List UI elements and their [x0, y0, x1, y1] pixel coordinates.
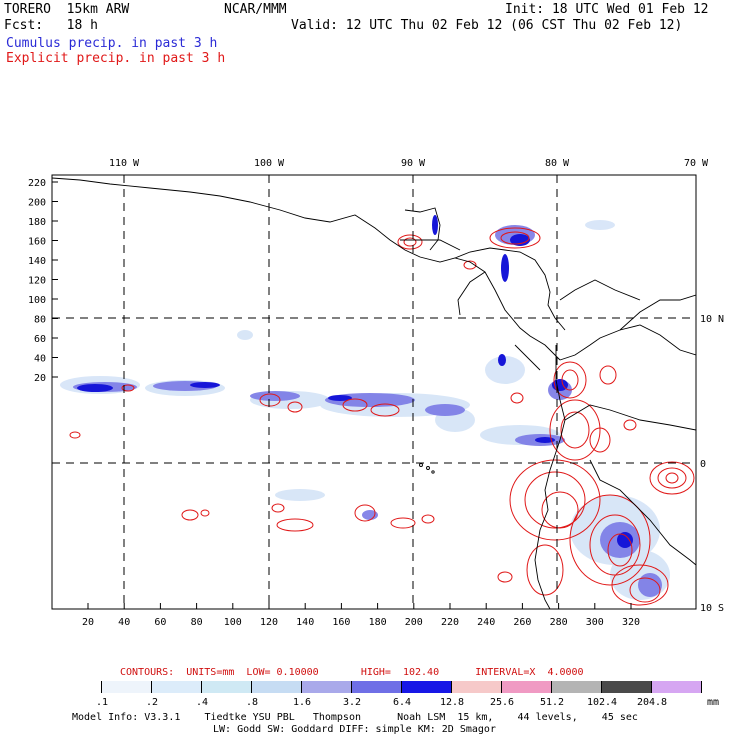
- colorbar-label: 25.6: [489, 697, 515, 708]
- y-axis-label: 40: [34, 354, 46, 365]
- colorbar-cell: [502, 681, 552, 693]
- colorbar-label: .8: [245, 697, 259, 708]
- forecast-hour: Fcst: 18 h: [4, 18, 98, 33]
- cumulus-precip-heavy: [77, 215, 633, 548]
- valid-time: Valid: 12 UTC Thu 02 Feb 12 (06 CST Thu …: [291, 18, 683, 33]
- y-axis-label: 180: [28, 217, 46, 228]
- contours-info: CONTOURS: UNITS=mm LOW= 0.10000 HIGH= 10…: [120, 667, 584, 678]
- colorbar-cell: [452, 681, 502, 693]
- x-axis-label: 20: [82, 617, 94, 628]
- colorbar-unit: mm: [707, 697, 720, 708]
- x-axis-label: 320: [622, 617, 640, 628]
- model-title: TORERO 15km ARW: [4, 2, 130, 17]
- y-axis-label: 100: [28, 295, 46, 306]
- x-axis-label: 120: [260, 617, 278, 628]
- y-axis-label: 220: [28, 178, 46, 189]
- lon-label: 110 W: [109, 158, 140, 169]
- colorbar-cell: [52, 681, 102, 693]
- y-axis-label: 60: [34, 334, 46, 345]
- colorbar-cell: [152, 681, 202, 693]
- lon-label: 90 W: [401, 158, 426, 169]
- colorbar-label: 204.8: [636, 697, 668, 708]
- y-axis-label: 200: [28, 198, 46, 209]
- lat-lon-grid: [52, 175, 696, 609]
- lon-label: 80 W: [545, 158, 570, 169]
- colorbar-label: .1: [95, 697, 109, 708]
- colorbar-label: .2: [145, 697, 159, 708]
- precip-map: 110 W 100 W 90 W 80 W 70 W 10 N 0 10 S: [28, 158, 724, 628]
- x-axis-label: 80: [191, 617, 203, 628]
- x-axis-label: 40: [118, 617, 130, 628]
- colorbar-label: 1.6: [292, 697, 312, 708]
- coastlines: [52, 177, 696, 609]
- y-axis-label: 160: [28, 237, 46, 248]
- y-axis-label: 120: [28, 276, 46, 287]
- colorbar-cell: [302, 681, 352, 693]
- model-info-line1: Model Info: V3.3.1 Tiedtke YSU PBL Thomp…: [72, 712, 638, 723]
- x-axis-label: 240: [477, 617, 495, 628]
- explicit-precip-label: Explicit precip. in past 3 h: [6, 51, 226, 66]
- colorbar-cell: [602, 681, 652, 693]
- explicit-precip-contours: [69, 227, 695, 606]
- colorbar-label: 6.4: [392, 697, 412, 708]
- lat-label: 0: [700, 459, 706, 470]
- lat-label: 10 N: [700, 314, 724, 325]
- org-label: NCAR/MMM: [224, 2, 287, 17]
- x-axis-label: 160: [332, 617, 350, 628]
- colorbar-cell: [202, 681, 252, 693]
- colorbar-cell: [252, 681, 302, 693]
- init-time: Init: 18 UTC Wed 01 Feb 12: [505, 2, 709, 17]
- lon-label: 70 W: [684, 158, 709, 169]
- x-axis-label: 60: [154, 617, 166, 628]
- colorbar-cell: [102, 681, 152, 693]
- x-axis-label: 100: [224, 617, 242, 628]
- colorbar-label: 102.4: [586, 697, 618, 708]
- x-axis-label: 200: [405, 617, 423, 628]
- y-axis-label: 80: [34, 315, 46, 326]
- colorbar-label: .4: [195, 697, 209, 708]
- model-info-line2: LW: Godd SW: Goddard DIFF: simple KM: 2D…: [213, 724, 496, 735]
- x-axis-label: 140: [296, 617, 314, 628]
- colorbar-cell: [402, 681, 452, 693]
- y-axis-label: 140: [28, 256, 46, 267]
- lat-label: 10 S: [700, 603, 724, 614]
- colorbar-cell: [552, 681, 602, 693]
- x-axis-label: 260: [513, 617, 531, 628]
- x-axis-label: 280: [550, 617, 568, 628]
- colorbar-cell: [652, 681, 702, 693]
- x-axis-label: 220: [441, 617, 459, 628]
- y-axis-label: 20: [34, 373, 46, 384]
- lon-label: 100 W: [254, 158, 285, 169]
- colorbar-label: 3.2: [342, 697, 362, 708]
- colorbar-cell: [352, 681, 402, 693]
- x-axis-label: 300: [586, 617, 604, 628]
- cumulus-precip-label: Cumulus precip. in past 3 h: [6, 36, 218, 51]
- x-axis-label: 180: [369, 617, 387, 628]
- colorbar-label: 12.8: [439, 697, 465, 708]
- colorbar-label: 51.2: [539, 697, 565, 708]
